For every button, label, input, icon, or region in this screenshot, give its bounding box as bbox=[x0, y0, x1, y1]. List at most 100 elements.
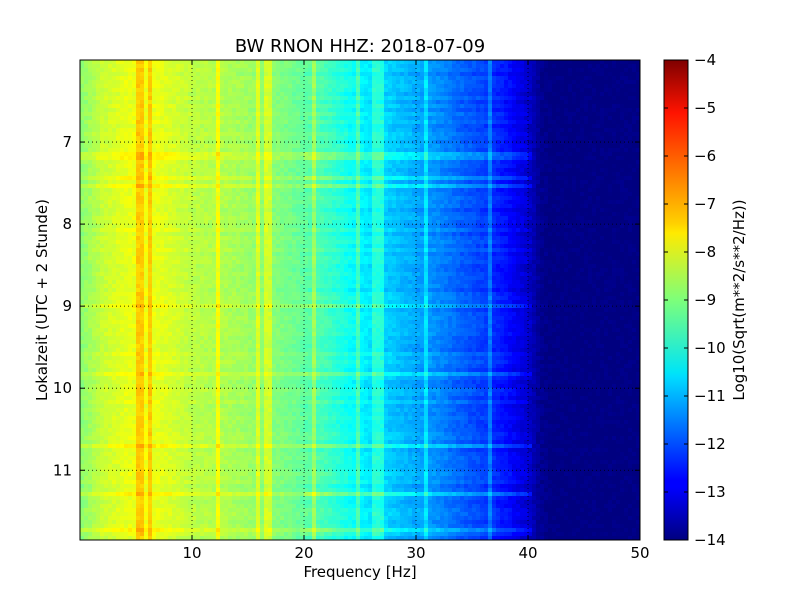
heatmap-cell bbox=[576, 64, 581, 69]
heatmap-cell bbox=[364, 88, 369, 93]
heatmap-cell bbox=[232, 196, 237, 201]
heatmap-cell bbox=[492, 136, 497, 141]
heatmap-cell bbox=[156, 168, 161, 173]
spectrogram-heatmap bbox=[80, 60, 641, 541]
heatmap-cell bbox=[156, 164, 161, 169]
heatmap-cell bbox=[224, 176, 229, 181]
heatmap-cell bbox=[264, 152, 269, 157]
heatmap-cell bbox=[456, 168, 461, 173]
heatmap-cell bbox=[356, 136, 361, 141]
heatmap-cell bbox=[452, 76, 457, 81]
heatmap-cell bbox=[328, 164, 333, 169]
heatmap-cell bbox=[600, 188, 605, 193]
heatmap-cell bbox=[320, 164, 325, 169]
heatmap-cell bbox=[460, 120, 465, 125]
heatmap-cell bbox=[548, 76, 553, 81]
heatmap-cell bbox=[312, 108, 317, 113]
heatmap-cell bbox=[268, 172, 273, 177]
heatmap-cell bbox=[212, 72, 217, 77]
heatmap-cell bbox=[296, 200, 301, 205]
heatmap-cell bbox=[452, 156, 457, 161]
heatmap-cell bbox=[356, 144, 361, 149]
heatmap-cell bbox=[496, 124, 501, 129]
heatmap-cell bbox=[216, 96, 221, 101]
heatmap-cell bbox=[452, 96, 457, 101]
heatmap-cell bbox=[596, 180, 601, 185]
heatmap-cell bbox=[504, 96, 509, 101]
heatmap-cell bbox=[316, 108, 321, 113]
heatmap-cell bbox=[456, 164, 461, 169]
heatmap-cell bbox=[176, 76, 181, 81]
heatmap-cell bbox=[444, 144, 449, 149]
heatmap-cell bbox=[348, 112, 353, 117]
heatmap-cell bbox=[456, 176, 461, 181]
heatmap-cell bbox=[388, 104, 393, 109]
heatmap-cell bbox=[108, 116, 113, 121]
heatmap-cell bbox=[356, 60, 361, 65]
heatmap-cell bbox=[488, 92, 493, 97]
heatmap-cell bbox=[204, 84, 209, 89]
heatmap-cell bbox=[332, 60, 337, 65]
heatmap-cell bbox=[376, 156, 381, 161]
heatmap-cell bbox=[280, 188, 285, 193]
heatmap-cell bbox=[272, 184, 277, 189]
heatmap-cell bbox=[148, 132, 153, 137]
heatmap-cell bbox=[628, 96, 633, 101]
heatmap-cell bbox=[200, 108, 205, 113]
heatmap-cell bbox=[292, 176, 297, 181]
heatmap-cell bbox=[612, 192, 617, 197]
heatmap-cell bbox=[444, 108, 449, 113]
heatmap-cell bbox=[624, 184, 629, 189]
heatmap-cell bbox=[476, 120, 481, 125]
heatmap-cell bbox=[592, 172, 597, 177]
heatmap-cell bbox=[304, 180, 309, 185]
heatmap-cell bbox=[400, 116, 405, 121]
heatmap-cell bbox=[348, 172, 353, 177]
heatmap-cell bbox=[232, 108, 237, 113]
heatmap-cell bbox=[168, 168, 173, 173]
heatmap-cell bbox=[376, 172, 381, 177]
heatmap-cell bbox=[508, 112, 513, 117]
heatmap-cell bbox=[448, 108, 453, 113]
heatmap-cell bbox=[508, 160, 513, 165]
heatmap-cell bbox=[240, 152, 245, 157]
heatmap-cell bbox=[376, 116, 381, 121]
heatmap-cell bbox=[212, 172, 217, 177]
heatmap-cell bbox=[460, 188, 465, 193]
heatmap-cell bbox=[576, 144, 581, 149]
heatmap-cell bbox=[608, 176, 613, 181]
heatmap-cell bbox=[164, 60, 169, 65]
heatmap-cell bbox=[236, 96, 241, 101]
heatmap-cell bbox=[532, 112, 537, 117]
heatmap-cell bbox=[348, 200, 353, 205]
heatmap-cell bbox=[276, 80, 281, 85]
heatmap-cell bbox=[272, 108, 277, 113]
heatmap-cell bbox=[568, 96, 573, 101]
heatmap-cell bbox=[588, 88, 593, 93]
heatmap-cell bbox=[480, 120, 485, 125]
heatmap-cell bbox=[416, 68, 421, 73]
heatmap-cell bbox=[428, 68, 433, 73]
heatmap-cell bbox=[252, 152, 257, 157]
heatmap-cell bbox=[84, 172, 89, 177]
heatmap-cell bbox=[196, 96, 201, 101]
heatmap-cell bbox=[504, 60, 509, 65]
heatmap-cell bbox=[572, 148, 577, 153]
heatmap-cell bbox=[384, 104, 389, 109]
heatmap-cell bbox=[160, 152, 165, 157]
heatmap-cell bbox=[540, 136, 545, 141]
heatmap-cell bbox=[564, 100, 569, 105]
heatmap-cell bbox=[388, 168, 393, 173]
heatmap-cell bbox=[496, 108, 501, 113]
heatmap-cell bbox=[348, 68, 353, 73]
heatmap-cell bbox=[456, 108, 461, 113]
heatmap-cell bbox=[184, 176, 189, 181]
heatmap-cell bbox=[232, 200, 237, 205]
heatmap-cell bbox=[224, 156, 229, 161]
heatmap-cell bbox=[520, 116, 525, 121]
heatmap-cell bbox=[288, 184, 293, 189]
heatmap-cell bbox=[416, 96, 421, 101]
heatmap-cell bbox=[352, 76, 357, 81]
heatmap-cell bbox=[368, 112, 373, 117]
heatmap-cell bbox=[92, 100, 97, 105]
